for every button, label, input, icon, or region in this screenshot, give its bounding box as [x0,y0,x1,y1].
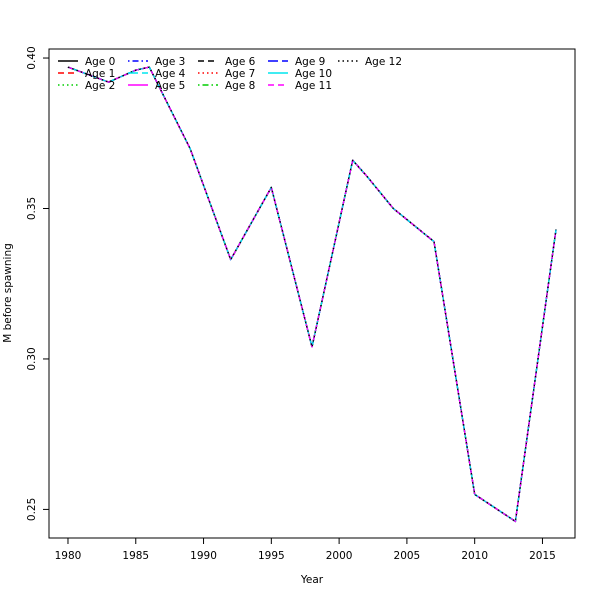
legend-label-age-2: Age 2 [85,80,115,92]
x-tick-label: 1990 [190,550,217,562]
legend-label-age-7: Age 7 [225,68,255,80]
plot-frame [48,48,576,539]
y-tick-label: 0.40 [26,46,38,69]
x-tick-label: 2005 [394,550,421,562]
series-line-age-11 [67,66,557,523]
series-line-age-8 [67,66,557,523]
y-axis-title: M before spawning [2,243,14,343]
legend-label-age-6: Age 6 [225,56,256,68]
x-tick-label: 1985 [122,550,149,562]
series-line-age-6 [67,66,557,523]
legend-label-age-10: Age 10 [295,68,332,80]
legend-label-age-4: Age 4 [155,68,186,80]
legend-label-age-1: Age 1 [85,68,115,80]
legend-label-age-12: Age 12 [365,56,402,68]
x-tick-label: 2000 [326,550,353,562]
x-tick-label: 2010 [461,550,488,562]
series-line-age-7 [67,66,557,523]
series-line-age-5 [67,66,557,523]
x-tick-label: 1995 [258,550,285,562]
x-axis: 1980 1985 1990 1995 2000 2005 2010 2015 [55,537,556,562]
legend-label-age-3: Age 3 [155,56,185,68]
legend-label-age-0: Age 0 [85,56,115,68]
legend-label-age-8: Age 8 [225,80,255,92]
x-tick-label: 2015 [529,550,556,562]
y-tick-label: 0.35 [26,197,38,220]
series-line-age-3 [67,66,557,523]
y-tick-label: 0.25 [26,498,38,521]
series-line-age-12 [67,66,557,523]
y-tick-label: 0.30 [26,347,38,370]
legend-label-age-11: Age 11 [295,80,332,92]
x-axis-title: Year [300,574,324,586]
series-line-age-9 [67,66,557,523]
series-layer [67,66,557,523]
series-line-age-0 [67,66,557,523]
series-line-age-2 [67,66,557,523]
series-line-age-4 [67,66,557,523]
legend-label-age-9: Age 9 [295,56,325,68]
series-line-age-10 [67,66,557,523]
x-tick-label: 1980 [55,550,82,562]
legend-label-age-5: Age 5 [155,80,185,92]
series-line-age-1 [67,66,557,523]
y-axis: 0.25 0.30 0.35 0.40 [26,46,50,521]
